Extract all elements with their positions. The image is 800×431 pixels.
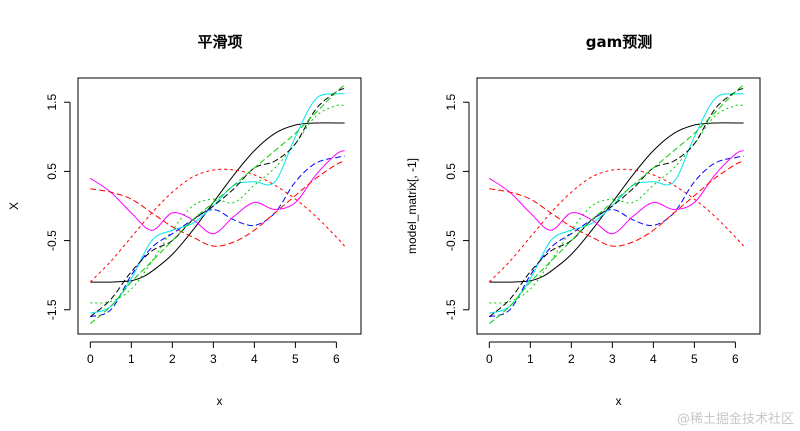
x-tick-label: 6 bbox=[732, 352, 739, 366]
series-line-s2 bbox=[488, 168, 744, 283]
series-line-s6 bbox=[489, 150, 744, 235]
x-tick-label: 0 bbox=[486, 352, 493, 366]
chart-title: gam预测 bbox=[586, 33, 653, 51]
x-tick-label: 1 bbox=[128, 352, 135, 366]
series-line-s9 bbox=[89, 84, 345, 324]
series-line-s3 bbox=[90, 104, 345, 304]
x-tick-label: 4 bbox=[251, 352, 258, 366]
x-tick-label: 3 bbox=[609, 352, 616, 366]
x-tick-label: 2 bbox=[169, 352, 176, 366]
x-tick-label: 2 bbox=[568, 352, 575, 366]
y-tick-label: -1.5 bbox=[45, 299, 59, 320]
y-axis-label: model_matrix[, -1] bbox=[405, 158, 419, 254]
series-line-s2 bbox=[89, 168, 345, 283]
plot-frame bbox=[77, 77, 362, 335]
y-tick-label: 0.5 bbox=[444, 163, 458, 180]
plot-frame bbox=[476, 77, 761, 335]
x-axis: 0 1 2 3 4 5 6 bbox=[486, 341, 739, 366]
x-tick-label: 5 bbox=[691, 352, 698, 366]
watermark-text: @稀土掘金技术社区 bbox=[677, 411, 794, 427]
x-tick-label: 1 bbox=[527, 352, 534, 366]
x-tick-label: 6 bbox=[333, 352, 340, 366]
x-tick-label: 3 bbox=[210, 352, 217, 366]
y-tick-label: -0.5 bbox=[45, 230, 59, 251]
x-axis-label: x bbox=[616, 394, 622, 408]
series-line-s4 bbox=[489, 155, 744, 318]
series-line-s9 bbox=[488, 84, 744, 324]
series-line-s5 bbox=[90, 93, 345, 314]
x-axis-label: x bbox=[217, 394, 223, 408]
x-tick-label: 5 bbox=[292, 352, 299, 366]
y-tick-label: 1.5 bbox=[444, 94, 458, 111]
series-line-s7 bbox=[489, 160, 744, 247]
chart-panel-2: gam预测 0 1 2 3 4 5 6 -1.5 -0.5 0.5 1.5 x model_matrix[… bbox=[405, 33, 761, 408]
y-axis-label: X bbox=[7, 202, 21, 210]
y-tick-label: -1.5 bbox=[444, 299, 458, 320]
y-tick-label: -0.5 bbox=[444, 230, 458, 251]
series-line-s7 bbox=[90, 160, 345, 247]
series-line-s6 bbox=[90, 150, 345, 235]
series-line-s4 bbox=[90, 155, 345, 318]
x-axis: 0 1 2 3 4 5 6 bbox=[87, 341, 340, 366]
series-group bbox=[488, 84, 744, 324]
series-line-s8 bbox=[488, 87, 744, 318]
y-axis: -1.5 -0.5 0.5 1.5 bbox=[45, 94, 71, 320]
x-tick-label: 4 bbox=[650, 352, 657, 366]
series-group bbox=[89, 84, 345, 324]
series-line-s5 bbox=[489, 93, 744, 314]
chart-title: 平滑项 bbox=[197, 33, 242, 51]
y-axis: -1.5 -0.5 0.5 1.5 bbox=[444, 94, 470, 320]
y-tick-label: 1.5 bbox=[45, 94, 59, 111]
chart-panel-1: 平滑项 0 1 2 3 4 5 6 -1.5 -0.5 0.5 1.5 x X bbox=[7, 33, 362, 408]
series-line-s3 bbox=[489, 104, 744, 304]
y-tick-label: 0.5 bbox=[45, 163, 59, 180]
x-tick-label: 0 bbox=[87, 352, 94, 366]
series-line-s8 bbox=[89, 87, 345, 318]
